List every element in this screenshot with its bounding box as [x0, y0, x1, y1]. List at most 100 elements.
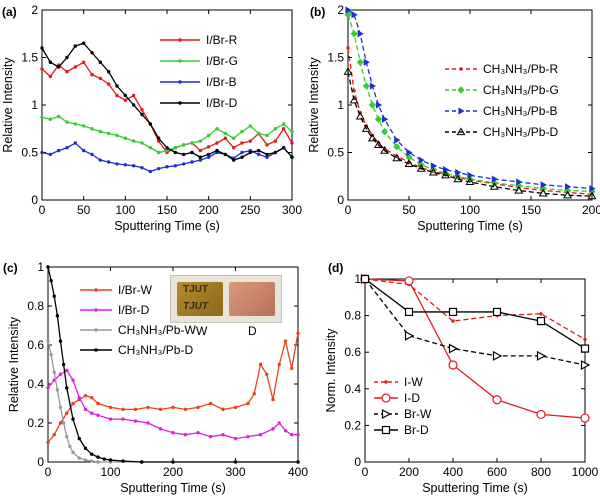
data-point — [246, 434, 250, 439]
data-point — [273, 127, 278, 131]
data-point — [416, 164, 426, 172]
data-point — [296, 331, 300, 335]
data-point — [448, 307, 458, 317]
data-point — [81, 148, 86, 153]
data-point — [382, 115, 389, 123]
data-point — [539, 312, 543, 316]
data-point — [40, 67, 44, 71]
data-point — [215, 141, 219, 145]
data-point — [281, 122, 286, 126]
x-tick-label: 300 — [282, 203, 302, 217]
series-line — [347, 71, 593, 197]
data-point — [121, 407, 125, 412]
data-point — [206, 152, 211, 157]
data-point — [271, 427, 275, 431]
data-point — [404, 330, 415, 341]
sample-w-label-1: TJUT — [183, 284, 208, 295]
data-point — [231, 136, 236, 140]
data-point — [156, 139, 161, 143]
data-point — [453, 174, 463, 183]
data-point — [40, 150, 44, 155]
data-point — [393, 143, 401, 151]
data-point — [221, 433, 225, 437]
data-point — [73, 141, 78, 145]
data-point — [140, 460, 144, 464]
data-point — [108, 405, 113, 410]
y-tick-label: 1.5 — [327, 51, 344, 65]
data-point — [58, 372, 63, 376]
data-point — [140, 108, 144, 112]
data-point — [273, 139, 278, 143]
legend-label: I/Br-G — [206, 54, 238, 68]
y-tick-label: 2 — [337, 3, 344, 17]
data-point — [208, 434, 213, 439]
data-point — [131, 164, 136, 168]
data-point — [183, 407, 188, 412]
data-point — [374, 115, 383, 123]
panel-2: 0 50 100 150 200 0 0.5 1 1.5 2 Sputtering Time (s)… — [307, 3, 600, 233]
x-tick-label: 0 — [362, 465, 369, 479]
data-point — [536, 409, 546, 420]
data-point — [223, 136, 228, 140]
data-point — [281, 127, 286, 131]
data-point — [514, 185, 524, 194]
data-point — [296, 433, 300, 437]
data-point — [133, 419, 138, 423]
data-point — [55, 314, 60, 318]
legend-label: CH₃NH₃/Pb-D — [118, 343, 193, 357]
data-point — [190, 141, 194, 145]
data-point — [283, 429, 288, 433]
legend-marker — [457, 86, 465, 94]
data-point — [374, 140, 383, 148]
data-point — [448, 343, 459, 354]
data-point — [248, 139, 253, 143]
data-point — [290, 129, 294, 134]
data-point — [492, 350, 503, 361]
panel-label: (c) — [3, 261, 18, 275]
x-tick-label: 0 — [39, 203, 46, 217]
legend-label: I/Br-B — [206, 75, 237, 89]
data-point — [131, 103, 136, 107]
y-tick-label: 0.8 — [344, 309, 361, 323]
x-tick-label: 200 — [163, 465, 183, 479]
data-point — [58, 421, 63, 425]
data-point — [443, 166, 450, 174]
data-point — [441, 170, 451, 179]
data-point — [489, 182, 499, 190]
y-tick-label: 0.6 — [27, 338, 44, 352]
data-point — [173, 150, 178, 155]
y-tick-label: 0.5 — [21, 146, 38, 160]
data-point — [492, 307, 502, 317]
series-line — [364, 278, 586, 419]
data-point — [258, 433, 263, 437]
y-tick-label: 0 — [354, 455, 361, 469]
data-point — [90, 395, 94, 400]
data-point — [296, 460, 300, 464]
data-point — [190, 160, 194, 164]
y-tick-label: 2 — [31, 3, 38, 17]
data-point — [198, 155, 203, 159]
y-tick-label: 0 — [37, 455, 44, 469]
data-point — [442, 169, 450, 177]
plot-frame — [364, 278, 586, 463]
data-point — [81, 41, 86, 45]
data-point — [98, 76, 103, 81]
data-point — [256, 148, 261, 153]
data-point — [90, 72, 94, 77]
data-point — [83, 458, 88, 462]
data-point — [73, 65, 78, 69]
data-point — [183, 433, 188, 437]
data-point — [589, 185, 596, 193]
data-point — [123, 98, 128, 102]
data-point — [206, 145, 211, 149]
data-point — [58, 405, 63, 410]
x-tick-label: 1000 — [572, 465, 599, 479]
data-point — [240, 155, 244, 159]
data-point — [356, 58, 364, 66]
y-tick-label: 1 — [354, 272, 361, 286]
data-point — [108, 417, 113, 421]
x-tick-label: 100 — [100, 465, 120, 479]
data-point — [65, 55, 69, 60]
data-point — [233, 436, 238, 441]
